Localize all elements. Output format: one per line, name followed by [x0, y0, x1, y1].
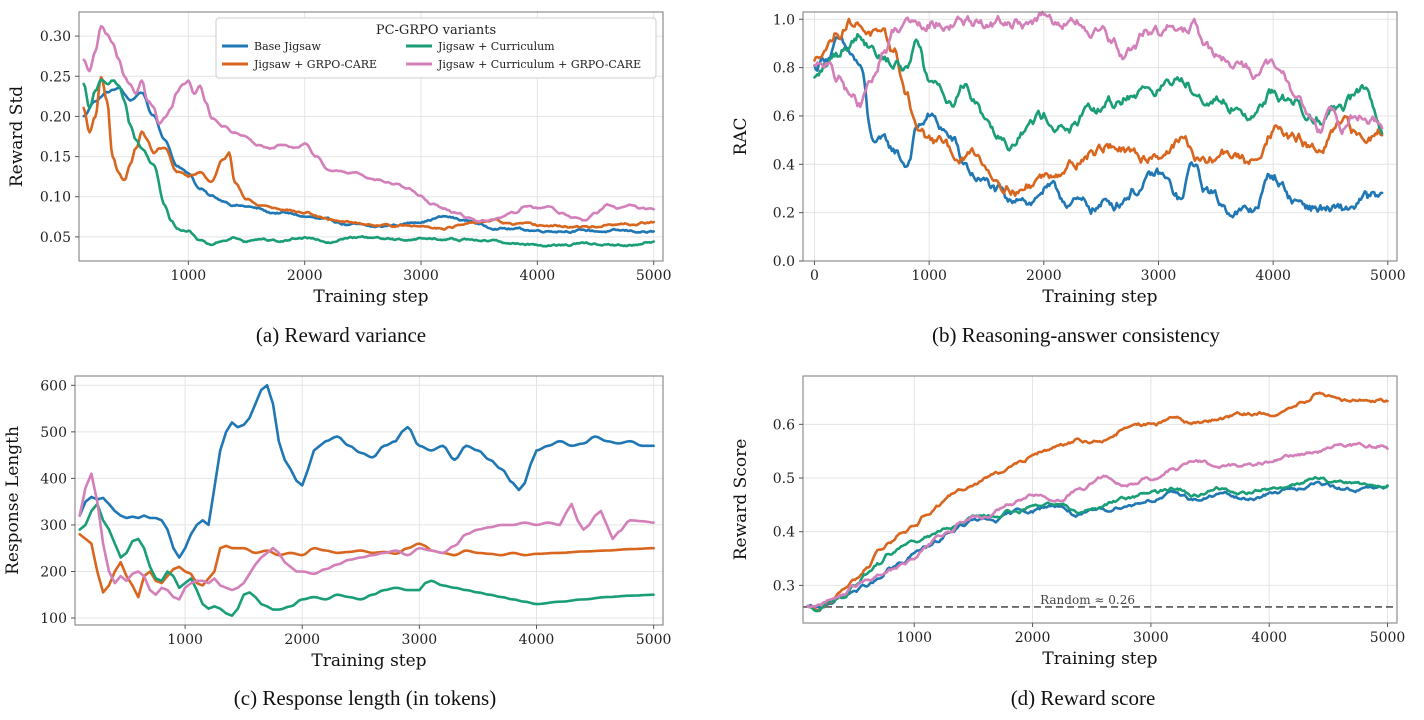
legend-label: Jigsaw + GRPO-CARE	[253, 58, 377, 71]
x-axis-label-c: Training step	[311, 651, 426, 671]
x-tick-label: 2000	[1015, 630, 1051, 646]
panel-reward-variance: 1000 2000 3000 4000 5000 0.05 0.10 0.15 0.20 0.25…	[7, 11, 672, 347]
ticks-c: 1000 2000 3000 4000 5000 100 200 300 400 500 600	[40, 378, 671, 648]
y-tick-label: 400	[40, 471, 67, 487]
plot-frame-b	[802, 11, 1398, 262]
y-tick-label: 200	[40, 564, 67, 580]
series-line-base-jigsaw	[806, 480, 1389, 610]
x-tick-label: 3000	[1133, 630, 1169, 646]
series-b	[813, 10, 1384, 219]
x-tick-label: 4000	[520, 268, 556, 284]
legend-box	[215, 17, 657, 79]
ticks-b: 0 1000 2000 3000 4000 5000 0.0 0.2 0.4 0.6 0.8 1.0	[773, 12, 1406, 284]
x-tick-label: 4000	[519, 632, 555, 648]
caption-c: (c) Response length (in tokens)	[234, 686, 496, 710]
grid-b	[803, 12, 1397, 262]
y-axis-label-a: Reward Std	[7, 86, 27, 187]
y-tick-label: 0.30	[40, 29, 71, 45]
y-tick-label: 0.0	[773, 254, 795, 270]
series-line-jigsaw-grpo-care	[82, 76, 655, 231]
y-tick-label: 0.25	[40, 69, 71, 85]
series-line-jigsaw-curriculum-grpo-care	[78, 472, 655, 601]
y-tick-label: 1.0	[773, 12, 795, 28]
x-tick-label: 1000	[896, 630, 932, 646]
plot-frame-c	[74, 375, 664, 626]
legend-label: Jigsaw + Curriculum	[437, 40, 555, 53]
x-tick-label: 5000	[1370, 268, 1406, 284]
y-axis-label-b: RAC	[731, 117, 751, 155]
series-line-jigsaw-curriculum-grpo-care	[813, 10, 1384, 136]
x-tick-label: 1000	[167, 632, 203, 648]
x-tick-label: 1000	[911, 268, 947, 284]
y-tick-label: 0.6	[773, 417, 795, 433]
x-tick-label: 3000	[403, 268, 439, 284]
y-tick-label: 0.10	[40, 190, 71, 206]
x-tick-label: 5000	[1370, 630, 1406, 646]
caption-b: (b) Reasoning-answer consistency	[932, 323, 1221, 347]
series-line-base-jigsaw	[813, 36, 1384, 219]
y-tick-label: 0.20	[40, 109, 71, 125]
x-tick-label: 4000	[1255, 268, 1291, 284]
panel-reasoning-answer-consistency: 0 1000 2000 3000 4000 50000.00.20.40.60.81.0 …	[731, 10, 1406, 347]
legend-title: PC-GRPO variants	[376, 23, 496, 38]
y-tick-label: 0.2	[773, 206, 795, 222]
caption-d: (d) Reward score	[1011, 686, 1156, 710]
series-line-base-jigsaw	[78, 384, 655, 559]
y-tick-label: 0.8	[773, 61, 795, 77]
x-tick-label: 5000	[636, 268, 672, 284]
series-line-jigsaw-curriculum	[82, 78, 655, 248]
x-tick-label: 5000	[636, 632, 672, 648]
legend-label: Jigsaw + Curriculum + GRPO-CARE	[437, 58, 641, 71]
y-axis-label-d: Reward Score	[731, 439, 751, 561]
y-axis-label-c: Response Length	[3, 426, 23, 575]
ticks-d: 1000 2000 3000 4000 5000 0.3 0.4 0.5 0.6	[773, 417, 1406, 646]
x-tick-label: 2000	[1026, 268, 1062, 284]
series-line-jigsaw-grpo-care	[813, 17, 1384, 198]
x-tick-label: 3000	[1141, 268, 1177, 284]
series-d	[806, 391, 1389, 613]
y-tick-label: 0.4	[773, 525, 795, 541]
series-line-jigsaw-grpo-care	[806, 391, 1389, 613]
grid-d	[803, 376, 1397, 623]
x-tick-label: 4000	[1251, 630, 1287, 646]
x-axis-label-b: Training step	[1042, 287, 1157, 307]
random-baseline-label: Random ≈ 0.26	[1040, 593, 1135, 607]
y-tick-label: 0.3	[773, 578, 795, 594]
y-tick-label: 0.5	[773, 471, 795, 487]
x-tick-label: 1000	[171, 268, 207, 284]
ticks-a: 1000 2000 3000 4000 5000 0.05 0.10 0.15 0.20 0.25…	[40, 29, 672, 284]
series-line-jigsaw-curriculum	[78, 502, 655, 617]
series-line-jigsaw-curriculum-grpo-care	[806, 441, 1389, 609]
x-tick-label: 3000	[402, 632, 438, 648]
y-tick-label: 500	[40, 425, 67, 441]
series-c	[78, 384, 655, 617]
caption-a: (a) Reward variance	[256, 323, 426, 347]
y-tick-label: 0.05	[40, 230, 71, 246]
x-tick-label: 2000	[287, 268, 323, 284]
y-tick-label: 0.15	[40, 150, 71, 166]
series-line-jigsaw-curriculum	[806, 475, 1389, 613]
legend: PC-GRPO variants Base Jigsaw Jigsaw + GRP…	[215, 17, 657, 79]
grid-c	[75, 376, 663, 625]
panel-response-length: 1000 2000 3000 4000 5000 100 200 300 400 500 600 T…	[3, 375, 671, 710]
legend-label: Base Jigsaw	[254, 40, 321, 53]
x-axis-label-d: Training step	[1042, 649, 1157, 669]
series-a	[82, 25, 655, 248]
series-line-jigsaw-curriculum	[813, 32, 1384, 152]
legend-entries: Base Jigsaw Jigsaw + GRPO-CARE Jigsaw + Cu…	[222, 40, 641, 71]
y-tick-label: 0.4	[773, 157, 795, 173]
y-tick-label: 300	[40, 518, 67, 534]
plot-frame-a	[78, 11, 664, 262]
y-tick-label: 100	[40, 611, 67, 627]
x-axis-label-a: Training step	[313, 287, 428, 307]
x-tick-label: 2000	[284, 632, 320, 648]
y-tick-label: 600	[40, 378, 67, 394]
y-tick-label: 0.6	[773, 109, 795, 125]
series-line-jigsaw-curriculum-grpo-care	[82, 25, 655, 224]
series-line-jigsaw-grpo-care	[78, 532, 655, 599]
x-tick-label: 0	[810, 268, 819, 284]
plot-frame-d	[802, 375, 1398, 624]
panel-reward-score: Random ≈ 0.26 1000 2000 3000 4000 5000 0.3 0.4…	[731, 375, 1406, 710]
